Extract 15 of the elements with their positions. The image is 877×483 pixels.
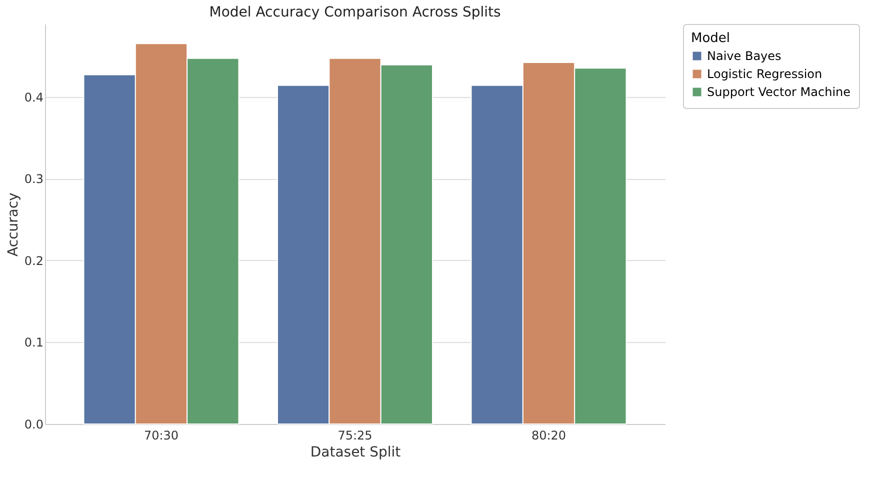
y-tick-label: 0.0 bbox=[24, 418, 44, 432]
legend-label: Support Vector Machine bbox=[707, 85, 851, 99]
legend-label: Logistic Regression bbox=[707, 67, 822, 81]
y-tick-label: 0.4 bbox=[24, 90, 44, 104]
x-tick-label: 70:30 bbox=[144, 428, 179, 442]
legend-title: Model bbox=[691, 31, 730, 46]
y-tick-label: 0.1 bbox=[24, 336, 44, 350]
y-tick-label: 0.2 bbox=[24, 254, 44, 268]
y-axis-title: Accuracy bbox=[5, 192, 22, 256]
x-tick-label: 80:20 bbox=[531, 428, 566, 442]
legend-label: Naive Bayes bbox=[707, 49, 782, 63]
x-axis-title: Dataset Split bbox=[310, 444, 402, 460]
y-tick-label: 0.3 bbox=[24, 172, 44, 186]
x-tick-label: 75:25 bbox=[338, 428, 372, 442]
chart-title: Model Accuracy Comparison Across Splits bbox=[209, 4, 501, 20]
